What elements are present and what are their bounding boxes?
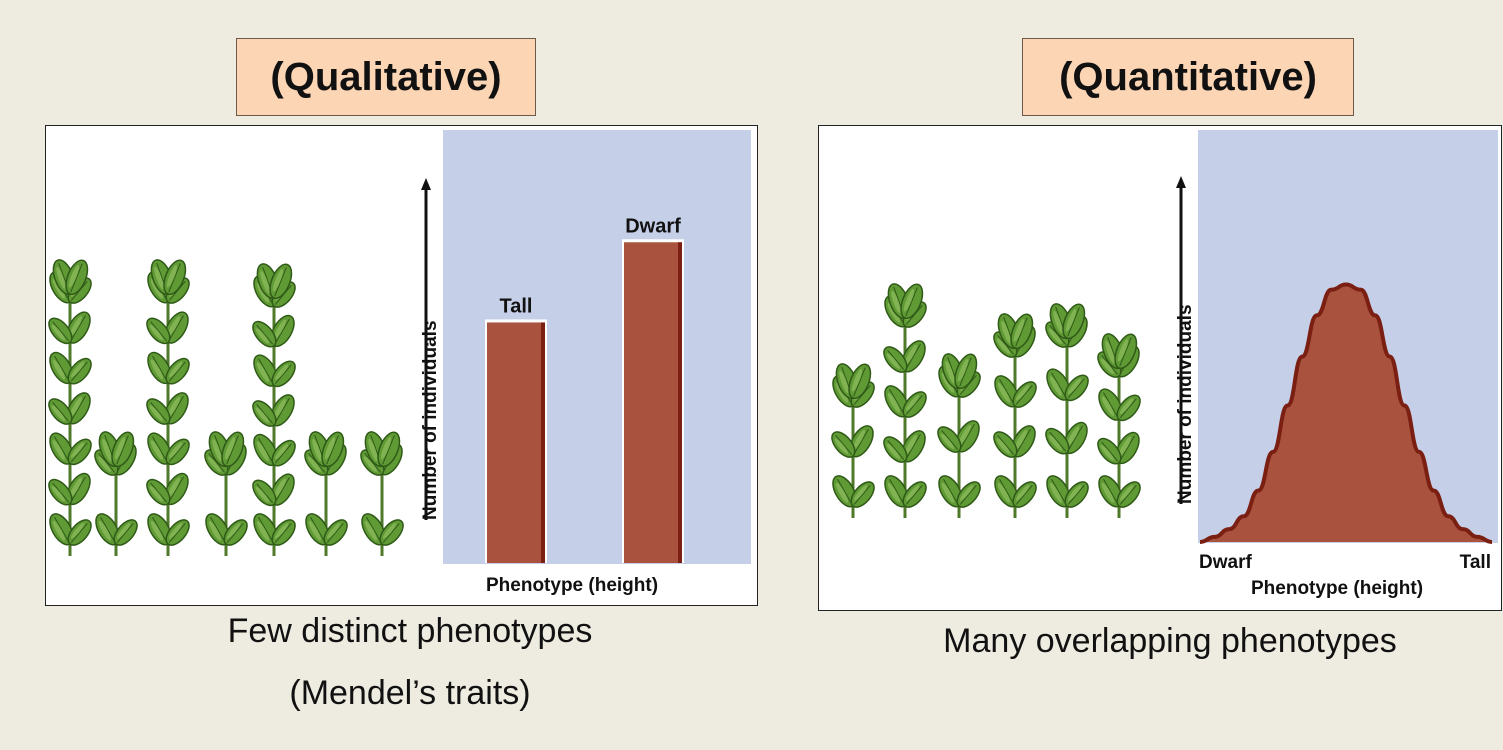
bar-dwarf <box>622 239 684 563</box>
tall-plant <box>48 259 92 556</box>
plant-illustration-left <box>48 259 404 556</box>
x-axis-label: Phenotype (height) <box>1251 578 1423 599</box>
tall-plant <box>146 259 190 556</box>
varied-plant <box>1097 333 1141 518</box>
x-axis-min-label: Dwarf <box>1199 552 1252 573</box>
bar-tall <box>485 319 547 563</box>
dwarf-plant <box>204 431 248 556</box>
varied-plant <box>831 363 875 518</box>
qualitative-figure: Number of individuals Tall Dwarf Phenotyp… <box>48 130 751 596</box>
bar-label-tall: Tall <box>500 295 533 317</box>
qualitative-caption: Few distinct phenotypes <box>227 612 593 650</box>
bar-label-dwarf: Dwarf <box>625 215 681 237</box>
qualitative-header: (Qualitative) <box>236 38 536 116</box>
quantitative-figure: Number of individuals Dwarf Tall Phenoty… <box>831 130 1498 599</box>
dwarf-plant <box>360 431 404 556</box>
quantitative-caption: Many overlapping phenotypes <box>943 622 1397 660</box>
y-axis-label: Number of individuals <box>1175 304 1196 504</box>
quantitative-header: (Quantitative) <box>1022 38 1354 116</box>
bar-group: Tall Dwarf <box>485 215 684 563</box>
dwarf-plant <box>94 431 138 556</box>
varied-plant <box>883 283 927 518</box>
y-axis-arrow <box>421 178 431 520</box>
varied-plant <box>937 353 981 518</box>
quantitative-panel: Number of individuals Dwarf Tall Phenoty… <box>818 125 1502 611</box>
distribution-curve <box>1199 282 1493 544</box>
tall-plant <box>252 263 296 556</box>
y-axis-arrow <box>1176 176 1186 504</box>
plant-illustration-right <box>831 283 1141 518</box>
varied-plant <box>993 313 1037 518</box>
x-axis-max-label: Tall <box>1460 552 1491 573</box>
qualitative-panel: Number of individuals Tall Dwarf Phenotyp… <box>45 125 758 606</box>
x-axis-label: Phenotype (height) <box>486 575 658 596</box>
varied-plant <box>1045 303 1089 518</box>
dwarf-plant <box>304 431 348 556</box>
qualitative-caption-subtitle: (Mendel’s traits) <box>289 674 531 712</box>
y-axis-label: Number of individuals <box>420 320 441 520</box>
